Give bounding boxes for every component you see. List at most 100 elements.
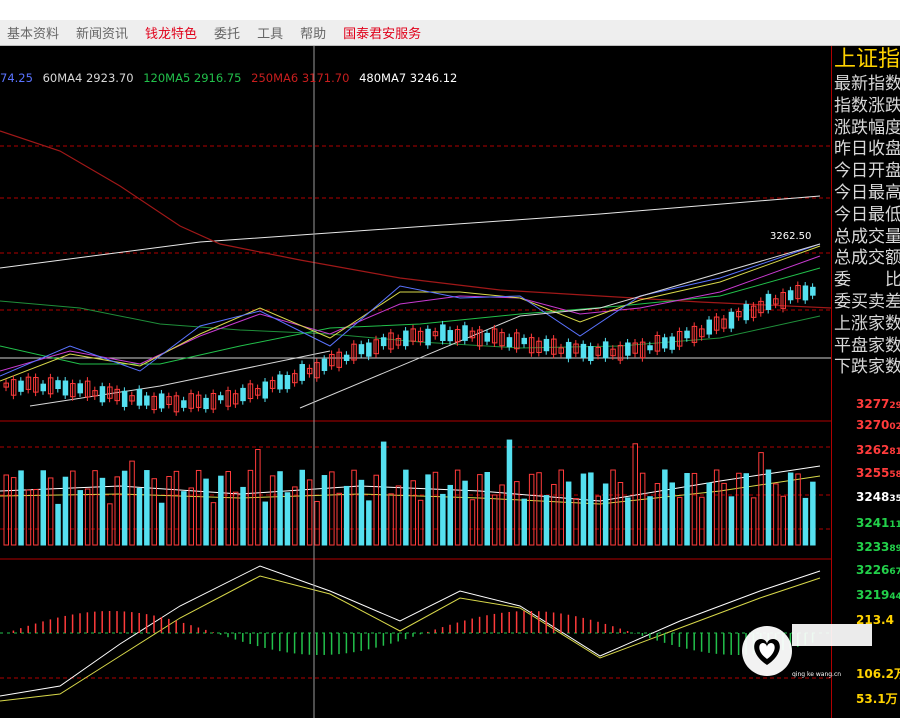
- row-prev-close: 昨日收盘: [834, 139, 900, 160]
- candle: [77, 383, 83, 394]
- candle: [536, 340, 542, 353]
- svg-text:qing ke wang.cn: qing ke wang.cn: [792, 671, 841, 678]
- axis-label: 324835: [856, 490, 900, 504]
- menu-item-tools[interactable]: 工具: [257, 27, 284, 42]
- price-marker-label: 3262.50: [770, 231, 811, 242]
- candle: [55, 380, 61, 390]
- candle: [314, 362, 320, 379]
- candle: [447, 330, 453, 342]
- volume-bar: [639, 472, 646, 546]
- volume-bar: [477, 474, 483, 546]
- axis-label: 327002: [856, 418, 900, 432]
- candle: [92, 390, 98, 397]
- index-info-panel: 上证指 最新指数 指数涨跌 涨跌幅度 昨日收盘 今日开盘 今日最高 今日最低 总…: [831, 46, 900, 718]
- volume-bar: [669, 482, 675, 546]
- candle: [543, 338, 550, 352]
- menu-item-qianlong-features[interactable]: 钱龙特色: [145, 27, 198, 42]
- ma-legend: 74.25 60MA4 2923.70 120MA5 2916.75 250MA…: [0, 71, 463, 85]
- menu-item-trade[interactable]: 委托: [214, 27, 241, 42]
- volume-bar: [144, 470, 150, 546]
- volume-bar: [232, 491, 239, 546]
- candle: [25, 376, 32, 390]
- candle: [610, 348, 616, 357]
- candle: [40, 383, 46, 392]
- macd-panel: [12, 611, 814, 655]
- candle: [713, 316, 720, 331]
- volume-bar: [269, 475, 276, 546]
- candle: [454, 329, 461, 343]
- candle: [247, 383, 254, 400]
- volume-bar: [802, 497, 809, 546]
- volume-bar: [780, 495, 786, 546]
- candle: [107, 386, 113, 399]
- trend-line-lower: [29, 350, 331, 407]
- axis-label: 106.2万: [856, 667, 900, 681]
- volume-bar: [166, 476, 172, 546]
- candle: [795, 284, 801, 300]
- candle: [277, 374, 283, 390]
- candle: [395, 338, 402, 346]
- candle: [240, 387, 246, 402]
- volume-bar: [351, 469, 357, 546]
- candle: [551, 338, 557, 355]
- volume-bar: [750, 497, 757, 546]
- row-advancers: 上涨家数: [834, 313, 900, 334]
- volume-bar: [299, 469, 305, 546]
- volume-bar: [247, 469, 254, 546]
- candle: [484, 332, 490, 342]
- watermark-banner: [792, 624, 872, 646]
- candle: [70, 383, 76, 398]
- candle: [136, 388, 143, 406]
- volume-bar: [10, 477, 17, 546]
- candle: [218, 395, 224, 401]
- stock-chart[interactable]: 3262.50: [0, 46, 832, 718]
- ma250-line: [0, 130, 832, 309]
- candle: [129, 395, 135, 402]
- candle: [114, 388, 120, 402]
- volume-bar: [195, 469, 202, 546]
- candle: [403, 330, 409, 347]
- volume-bar: [736, 472, 742, 546]
- menu-item-help[interactable]: 帮助: [300, 27, 327, 42]
- menu-item-basic-info[interactable]: 基本资料: [7, 27, 60, 42]
- volume-bar: [417, 499, 424, 546]
- candle: [721, 318, 727, 329]
- volume-bar: [625, 497, 631, 546]
- candle: [373, 339, 379, 355]
- volume-bar: [40, 470, 46, 546]
- volume-bar: [713, 469, 720, 546]
- volume-bar: [55, 503, 61, 546]
- volume-bar: [706, 482, 712, 546]
- volume-bar: [662, 469, 668, 546]
- candle: [358, 344, 365, 355]
- volume-bar: [33, 489, 39, 546]
- volume-bar: [121, 470, 128, 546]
- volume-bar: [114, 476, 120, 546]
- volume-bar: [203, 478, 209, 546]
- candle: [306, 367, 313, 375]
- volume-bar: [536, 472, 542, 546]
- candle: [580, 343, 587, 359]
- menu-item-gtja-service[interactable]: 国泰君安服务: [343, 27, 422, 42]
- axis-label: 53.1万: [856, 692, 898, 706]
- candle: [491, 328, 498, 344]
- volume-bar: [329, 471, 335, 546]
- volume-bar: [440, 493, 446, 546]
- candle: [47, 377, 54, 395]
- row-unchanged: 平盘家数: [834, 335, 900, 356]
- volume-bar: [521, 498, 527, 546]
- axis-label: 323389: [856, 540, 900, 554]
- volume-bar: [765, 469, 772, 546]
- volume-bar: [314, 500, 320, 546]
- volume-bar: [588, 472, 594, 546]
- candle: [684, 330, 690, 339]
- menu-item-news[interactable]: 新闻资讯: [76, 27, 129, 42]
- row-open: 今日开盘: [834, 161, 900, 182]
- candle: [262, 381, 268, 399]
- volume-bar: [366, 500, 372, 546]
- volume-bar: [284, 492, 291, 546]
- top-blank-bar: [0, 0, 900, 20]
- row-order-diff: 委买卖差: [834, 291, 900, 312]
- row-latest-index: 最新指数: [834, 74, 900, 94]
- axis-label: 325558: [856, 466, 900, 480]
